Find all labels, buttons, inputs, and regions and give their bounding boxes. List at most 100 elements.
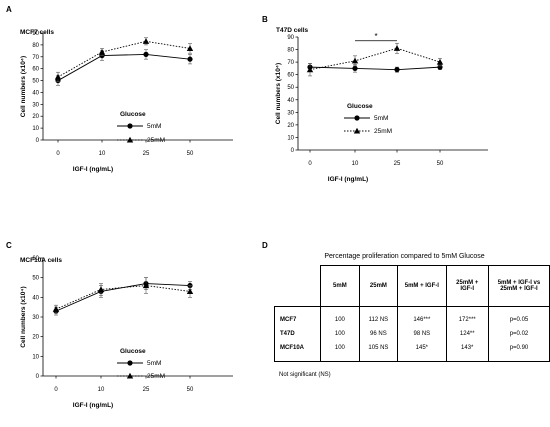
table-cell: 143*: [445, 341, 489, 362]
y-tick-label: 90: [32, 31, 39, 37]
column-header: 25mM + IGF-I: [445, 265, 489, 307]
table-footnote: Not significant (NS): [279, 372, 331, 378]
legend-swatch-marker: [127, 123, 133, 129]
legend-swatch-marker: [354, 115, 360, 121]
data-point: [142, 282, 150, 289]
series-line: [57, 40, 191, 78]
series-line: [57, 53, 191, 81]
y-axis-label: Cell numbers (x10⁴): [20, 286, 27, 347]
x-tick-label: 25: [143, 387, 150, 393]
x-tick-label: 0: [308, 161, 312, 167]
legend-label: 25mM: [147, 373, 165, 380]
data-point: [54, 73, 62, 80]
y-axis-label: Cell numbers (x10⁴): [275, 63, 282, 124]
legend-label: 5mM: [147, 123, 161, 130]
panel-letter-a: A: [6, 5, 12, 14]
y-tick-label: 20: [32, 335, 39, 341]
column-header: 5mM + IGF-I vs 25mM + IGF-I: [487, 265, 550, 307]
table-cell: 172***: [445, 306, 489, 327]
series-line: [309, 47, 441, 71]
table-cell: 146***: [397, 306, 447, 327]
data-point: [142, 38, 150, 44]
chart-title: T47D cells: [276, 27, 309, 34]
series-line: [55, 285, 191, 310]
series-line: [55, 283, 191, 312]
y-tick-label: 40: [32, 295, 39, 301]
y-axis-label: Cell numbers (x10⁴): [20, 56, 27, 117]
row-label: MCF10A: [273, 341, 322, 362]
data-point: [436, 58, 444, 65]
legend-swatch-marker: [353, 127, 361, 134]
table-header-row: 5mM 25mM 5mM + IGF-I 25mM + IGF-I 5mM + …: [274, 265, 550, 307]
table-cell: 100: [320, 306, 360, 327]
legend-swatch-marker: [126, 136, 134, 143]
x-tick-label: 50: [187, 387, 194, 393]
data-point: [97, 286, 105, 293]
proliferation-table: 5mM 25mM 5mM + IGF-I 25mM + IGF-I 5mM + …: [273, 265, 550, 362]
table-title: Percentage proliferation compared to 5mM…: [324, 253, 485, 260]
x-axis-label: IGF-I (ng/mL): [328, 176, 368, 183]
y-tick-label: 80: [287, 48, 294, 54]
table-cell: 100: [320, 327, 360, 341]
y-tick-label: 50: [287, 85, 294, 91]
y-tick-label: 10: [32, 354, 39, 360]
y-tick-label: 60: [287, 73, 294, 79]
data-point: [394, 67, 400, 73]
panel-letter-d: D: [262, 241, 268, 250]
y-tick-label: 70: [32, 55, 39, 61]
y-tick-label: 10: [32, 126, 39, 132]
x-tick-label: 25: [394, 161, 401, 167]
y-tick-label: 0: [36, 138, 40, 144]
x-tick-label: 50: [437, 161, 444, 167]
table-cell: 105 NS: [358, 341, 399, 362]
y-tick-label: 90: [287, 35, 294, 41]
column-header: 5mM: [320, 265, 360, 307]
legend-title: Glucose: [120, 348, 146, 355]
significance-marker: *: [374, 32, 377, 41]
table-cell: 96 NS: [358, 327, 399, 341]
y-tick-label: 60: [32, 256, 39, 262]
table-cell: 124**: [445, 327, 489, 341]
x-tick-label: 0: [56, 151, 60, 157]
legend-title: Glucose: [120, 111, 146, 118]
x-axis-label: IGF-I (ng/mL): [73, 166, 113, 173]
table-cell: p=0.90: [487, 341, 550, 362]
column-header: 25mM: [358, 265, 399, 307]
table-cell: p=0.05: [487, 306, 550, 327]
series-line: [309, 66, 441, 71]
chart-mcf10a: MCF10A cells 0 10 20 30 40 50 60 0 10 25 50 IGF-I (n…: [20, 256, 233, 409]
legend-label: 25mM: [374, 128, 392, 135]
y-tick-label: 50: [32, 276, 39, 282]
data-point: [143, 51, 149, 58]
data-point: [186, 45, 194, 52]
x-tick-label: 25: [143, 151, 150, 157]
data-point: [187, 56, 193, 62]
chart-mcf7: MCF7 cells 0 10 20 30 40 50 60 70 80 90 0 10 25 50 IGF-…: [20, 29, 233, 173]
x-tick-label: 10: [99, 151, 106, 157]
y-tick-label: 40: [32, 90, 39, 96]
y-tick-label: 0: [36, 374, 40, 380]
chart-t47d: T47D cells 0 10 20 30 40 50 60 70 80 90 0 10 25 50 IGF-…: [275, 27, 488, 183]
legend-label: 5mM: [374, 115, 388, 122]
column-header: 5mM + IGF-I: [397, 265, 447, 307]
data-point: [393, 45, 401, 51]
row-label: MCF7: [273, 306, 322, 327]
x-tick-label: 0: [54, 387, 58, 393]
y-tick-label: 20: [32, 114, 39, 120]
y-tick-label: 0: [291, 148, 295, 154]
y-tick-label: 20: [287, 123, 294, 129]
x-axis-label: IGF-I (ng/mL): [73, 402, 113, 409]
table-cell: p=0.02: [487, 327, 550, 341]
data-point: [98, 48, 106, 55]
y-tick-label: 30: [32, 102, 39, 108]
data-point: [351, 57, 359, 64]
table-row: T47D 100 96 NS 98 NS 124** p=0.02: [273, 327, 550, 341]
chart-title: MCF10A cells: [20, 257, 62, 264]
y-tick-label: 30: [32, 315, 39, 321]
data-point: [352, 65, 358, 71]
y-tick-label: 40: [287, 98, 294, 104]
table-cell: 100: [320, 341, 360, 362]
y-tick-label: 50: [32, 79, 39, 85]
y-tick-label: 10: [287, 135, 294, 141]
table-corner-cell: [274, 265, 322, 307]
